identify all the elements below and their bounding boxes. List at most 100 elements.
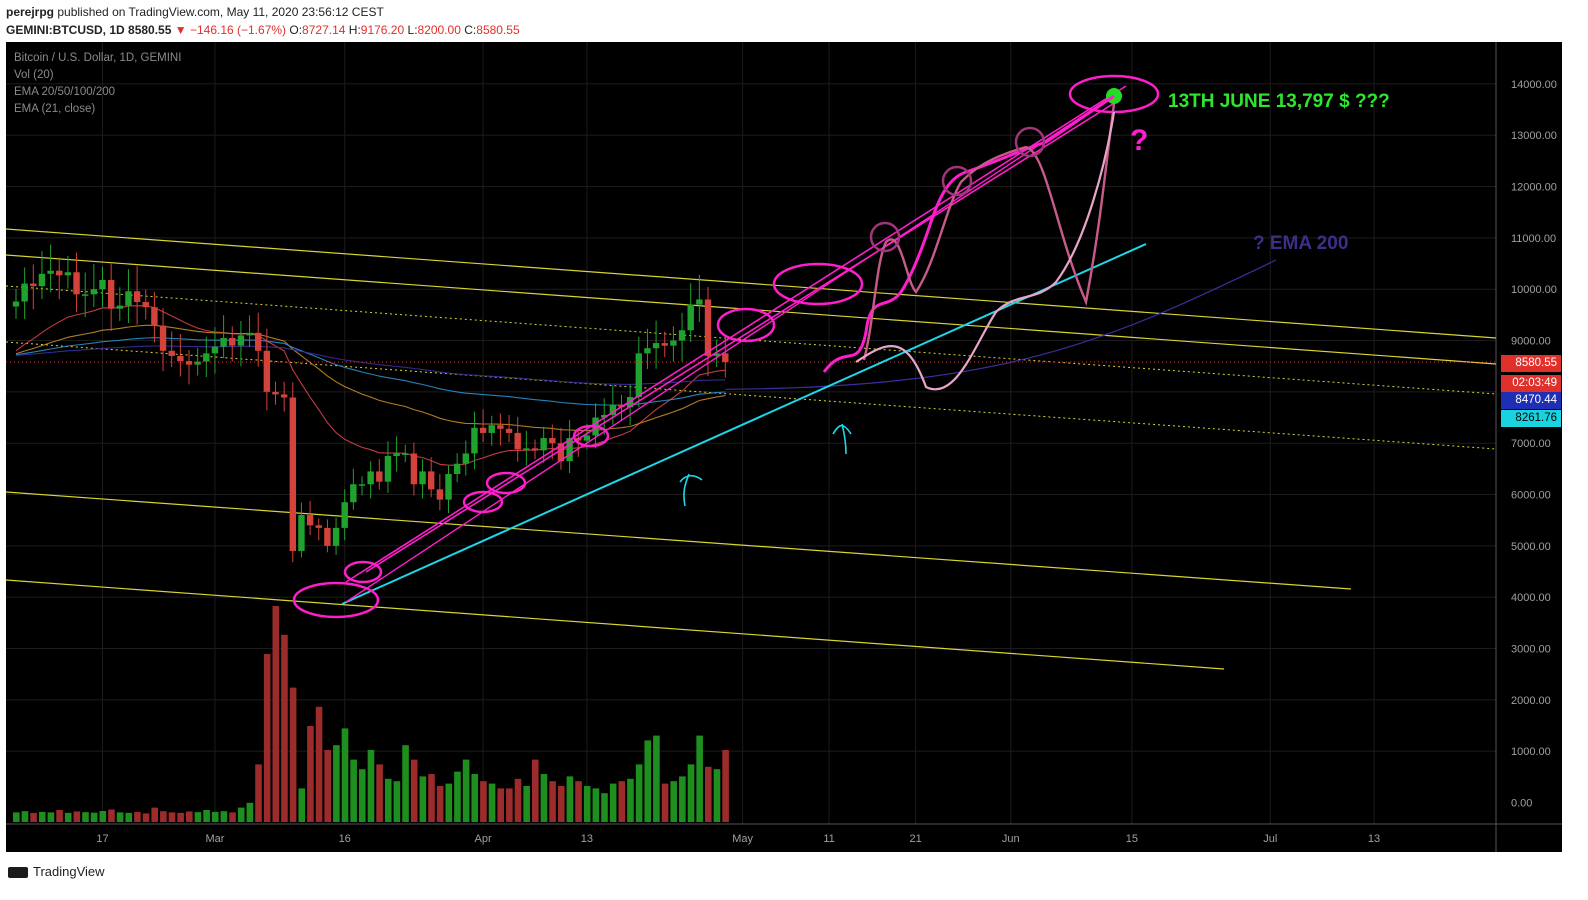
highlight-circle — [772, 262, 864, 306]
symbol-label: GEMINI:BTCUSD, 1D — [6, 23, 125, 37]
question-annotation: ? — [1130, 124, 1148, 157]
candle-body — [229, 337, 236, 346]
volume-bar — [220, 811, 228, 822]
candle-body — [704, 299, 712, 356]
candle-body — [488, 425, 495, 433]
x-tick-label: Jun — [1002, 833, 1020, 845]
candle-body — [549, 438, 556, 444]
volume-bar — [56, 810, 63, 822]
candle-body — [21, 283, 28, 302]
tradingview-mark-icon — [8, 867, 28, 879]
magenta-channel-line — [365, 101, 1117, 573]
candle-body — [255, 332, 262, 351]
channel-line — [6, 228, 1497, 339]
candle-body — [523, 448, 530, 450]
candle-body — [332, 527, 340, 546]
legend-ema[interactable]: EMA 20/50/100/200 — [14, 86, 116, 98]
candle-body — [263, 350, 271, 392]
volume-bar — [592, 788, 600, 822]
volume-bar — [661, 783, 669, 822]
x-tick-label: 15 — [1126, 833, 1138, 845]
volume-bar — [523, 786, 530, 822]
y-tick-label: 2000.00 — [1511, 695, 1551, 707]
volume-bar — [471, 774, 479, 822]
projection-path-main — [822, 94, 1115, 373]
volume-bar — [436, 786, 444, 822]
candle-body — [462, 453, 469, 464]
channel-line — [6, 579, 1225, 670]
x-tick-label: 13 — [1368, 833, 1380, 845]
ema-line — [15, 305, 726, 466]
candle-body — [479, 427, 487, 433]
volume-bar — [462, 759, 470, 822]
volume-bar — [73, 811, 81, 822]
volume-bar — [540, 774, 548, 822]
tradingview-logo[interactable]: TradingView — [8, 864, 105, 879]
volume-bar — [160, 811, 167, 822]
candle-body — [133, 291, 141, 303]
x-tick-label: Jul — [1263, 833, 1277, 845]
author-name[interactable]: perejrpg — [6, 5, 55, 19]
candle-body — [324, 527, 331, 546]
volume-bar — [108, 809, 115, 822]
y-tick-label: 3000.00 — [1511, 644, 1551, 656]
candle-body — [540, 438, 547, 451]
ema-line — [15, 337, 726, 406]
y-tick-label: 6000.00 — [1511, 490, 1551, 502]
price-tag: 02:03:49 — [1501, 375, 1561, 392]
candle-body — [436, 489, 444, 500]
volume-bar — [324, 750, 331, 822]
volume-bar — [315, 706, 323, 822]
volume-bar — [168, 812, 176, 822]
candle-body — [272, 391, 279, 395]
volume-bar — [359, 769, 366, 822]
candle-body — [99, 279, 106, 290]
candle-body — [38, 273, 46, 287]
volume-bar — [333, 745, 340, 822]
volume-bar — [687, 764, 695, 822]
volume-bar — [410, 759, 418, 822]
support-arrow — [679, 473, 703, 507]
volume-bar — [653, 735, 660, 822]
candle-body — [142, 302, 149, 308]
volume-bar — [557, 786, 565, 822]
volume-bar — [229, 812, 236, 822]
volume-bar — [454, 771, 461, 822]
volume-bar — [514, 778, 522, 822]
candle-body — [696, 299, 703, 305]
volume-bar — [376, 764, 383, 822]
price-chart[interactable]: 0.00 1000.00 2000.00 3000.00 4000.00 5000.00 6… — [6, 42, 1562, 852]
highlight-circle — [485, 471, 527, 495]
candle-body — [211, 346, 219, 354]
volume-bar — [211, 811, 219, 822]
candle-body — [64, 272, 72, 276]
candle-body — [652, 343, 660, 349]
volume-bar — [480, 781, 487, 822]
candle-body — [30, 283, 37, 287]
legend-vol[interactable]: Vol (20) — [14, 69, 54, 81]
volume-bar — [618, 781, 626, 822]
volume-bar — [679, 776, 686, 822]
volume-bar — [506, 788, 513, 822]
x-tick-label: 13 — [581, 833, 593, 845]
target-annotation: 13TH JUNE 13,797 $ ??? — [1168, 91, 1390, 112]
candle-body — [497, 425, 504, 429]
chart-area[interactable]: 0.00 1000.00 2000.00 3000.00 4000.00 5000.00 6… — [6, 42, 1562, 852]
volume-bar — [644, 740, 652, 822]
volume-bar — [532, 759, 539, 822]
legend-ema21[interactable]: EMA (21, close) — [14, 103, 96, 115]
volume-bar — [263, 654, 271, 822]
candle-body — [514, 432, 521, 450]
candle-body — [47, 270, 54, 274]
high-value: 9176.20 — [360, 23, 405, 37]
support-arrow — [832, 423, 852, 455]
candle-body — [116, 305, 123, 309]
candle-body — [203, 353, 210, 362]
candle-body — [453, 463, 461, 474]
volume-bar — [609, 783, 617, 822]
candle-body — [12, 301, 20, 307]
candle-body — [644, 348, 651, 354]
volume-bar — [272, 606, 280, 822]
candle-body — [713, 353, 720, 356]
volume-bar — [393, 781, 401, 822]
